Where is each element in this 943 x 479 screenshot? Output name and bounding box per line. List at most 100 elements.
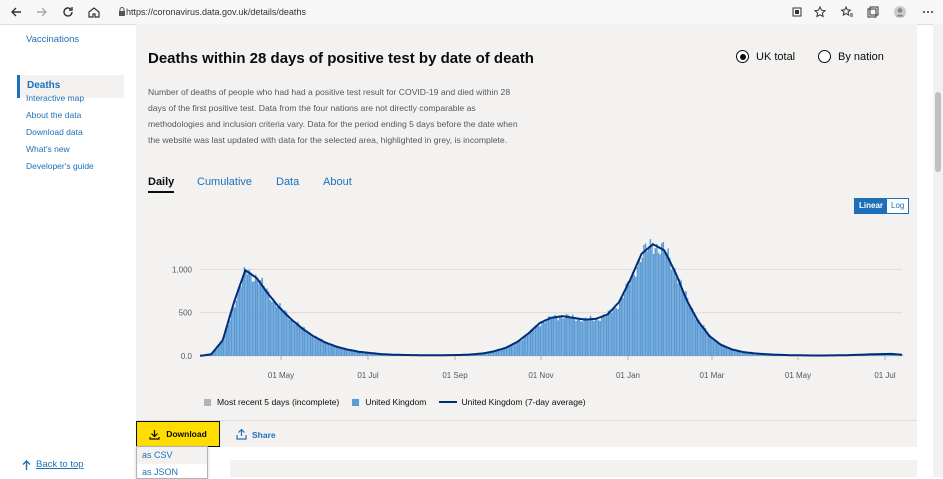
bar — [609, 310, 610, 356]
sidebar-link-interactive-map[interactable]: Interactive map — [26, 93, 84, 103]
scrollbar-thumb[interactable] — [935, 92, 941, 172]
bar — [527, 336, 528, 356]
bar — [347, 350, 348, 356]
back-to-top-link[interactable]: Back to top — [22, 459, 84, 470]
bar — [310, 334, 311, 356]
legend-uk-avg-label: United Kingdom (7-day average) — [461, 397, 585, 407]
bar — [260, 280, 261, 356]
radio-uk-total-label: UK total — [756, 51, 795, 63]
x-tick-label: 01 Nov — [528, 371, 553, 380]
bar — [255, 275, 256, 356]
tab-data[interactable]: Data — [276, 176, 299, 188]
bar — [637, 267, 638, 356]
tab-daily[interactable]: Daily — [148, 176, 174, 188]
bar — [250, 273, 251, 356]
bar — [633, 275, 634, 356]
favorite-star-icon[interactable] — [811, 3, 829, 21]
bar — [258, 284, 259, 356]
radio-by-nation[interactable]: By nation — [818, 50, 884, 63]
tab-cumulative[interactable]: Cumulative — [197, 176, 252, 188]
sidebar-item-deaths-label: Deaths — [27, 80, 60, 91]
radio-by-nation-label: By nation — [838, 51, 884, 63]
sidebar-link-developers-guide[interactable]: Developer's guide — [26, 161, 94, 171]
legend-uk: United Kingdom — [352, 397, 426, 407]
bar — [525, 335, 526, 356]
bar — [514, 343, 515, 356]
bar — [507, 347, 508, 356]
reload-icon[interactable] — [59, 3, 77, 21]
bar — [517, 342, 518, 356]
bar — [611, 313, 612, 356]
bar — [292, 320, 293, 356]
bar — [282, 312, 283, 356]
sidebar-link-whats-new[interactable]: What's new — [26, 144, 70, 154]
bar — [600, 321, 601, 356]
bar — [588, 319, 589, 356]
bar — [713, 340, 714, 356]
bar — [307, 333, 308, 356]
bar — [499, 350, 500, 356]
tab-about[interactable]: About — [323, 176, 352, 188]
more-menu-icon[interactable] — [919, 3, 937, 21]
sidebar-link-download-data[interactable]: Download data — [26, 127, 83, 137]
bar — [541, 323, 542, 356]
app-icon[interactable] — [788, 3, 806, 21]
address-bar[interactable]: https://coronavirus.data.gov.uk/details/… — [112, 3, 892, 21]
sidebar-item-vaccinations[interactable]: Vaccinations — [26, 34, 79, 45]
bar — [524, 337, 525, 356]
bar — [614, 306, 615, 356]
scale-linear-button[interactable]: Linear — [855, 199, 887, 213]
collections-icon[interactable] — [864, 3, 882, 21]
bar — [601, 316, 602, 356]
bar — [237, 290, 238, 356]
bar — [271, 302, 272, 356]
home-icon[interactable] — [85, 3, 103, 21]
y-tick-label: 500 — [179, 309, 193, 318]
bar — [682, 290, 683, 356]
bar — [731, 349, 732, 356]
bar — [218, 347, 219, 356]
bar — [253, 281, 254, 356]
bar — [700, 324, 701, 356]
bar — [711, 338, 712, 356]
bar — [697, 318, 698, 356]
back-arrow-icon[interactable] — [7, 3, 25, 21]
bar — [585, 318, 586, 356]
favorites-icon[interactable] — [838, 3, 856, 21]
x-tick-label: 01 Mar — [700, 371, 725, 380]
bar — [318, 339, 319, 356]
bar — [688, 306, 689, 356]
bar — [279, 303, 280, 356]
bar — [583, 318, 584, 356]
bar — [708, 334, 709, 356]
bar — [616, 308, 617, 356]
download-button[interactable]: Download — [136, 421, 220, 447]
bar — [643, 245, 644, 356]
y-tick-label: 0.0 — [181, 352, 193, 361]
bar — [245, 270, 246, 356]
bar — [242, 275, 243, 356]
radio-circle — [818, 50, 831, 63]
bar — [557, 320, 558, 356]
back-to-top-label: Back to top — [36, 459, 84, 470]
radio-uk-total[interactable]: UK total — [736, 50, 795, 63]
scale-log-button[interactable]: Log — [887, 199, 908, 213]
bar — [650, 239, 651, 356]
bar — [530, 330, 531, 356]
forward-arrow-icon[interactable] — [33, 3, 51, 21]
bar — [229, 320, 230, 356]
sidebar-link-about-data[interactable]: About the data — [26, 110, 81, 120]
page-scrollbar[interactable] — [933, 24, 943, 477]
share-button[interactable]: Share — [236, 429, 276, 440]
y-tick-label: 1,000 — [172, 265, 193, 274]
bar — [520, 341, 521, 356]
download-csv-option[interactable]: as CSV — [137, 447, 207, 464]
bar — [677, 283, 678, 356]
bar — [297, 322, 298, 356]
profile-avatar-icon[interactable] — [891, 3, 909, 21]
bar — [509, 346, 510, 356]
bar — [543, 321, 544, 356]
bar — [624, 294, 625, 356]
bar — [326, 343, 327, 356]
